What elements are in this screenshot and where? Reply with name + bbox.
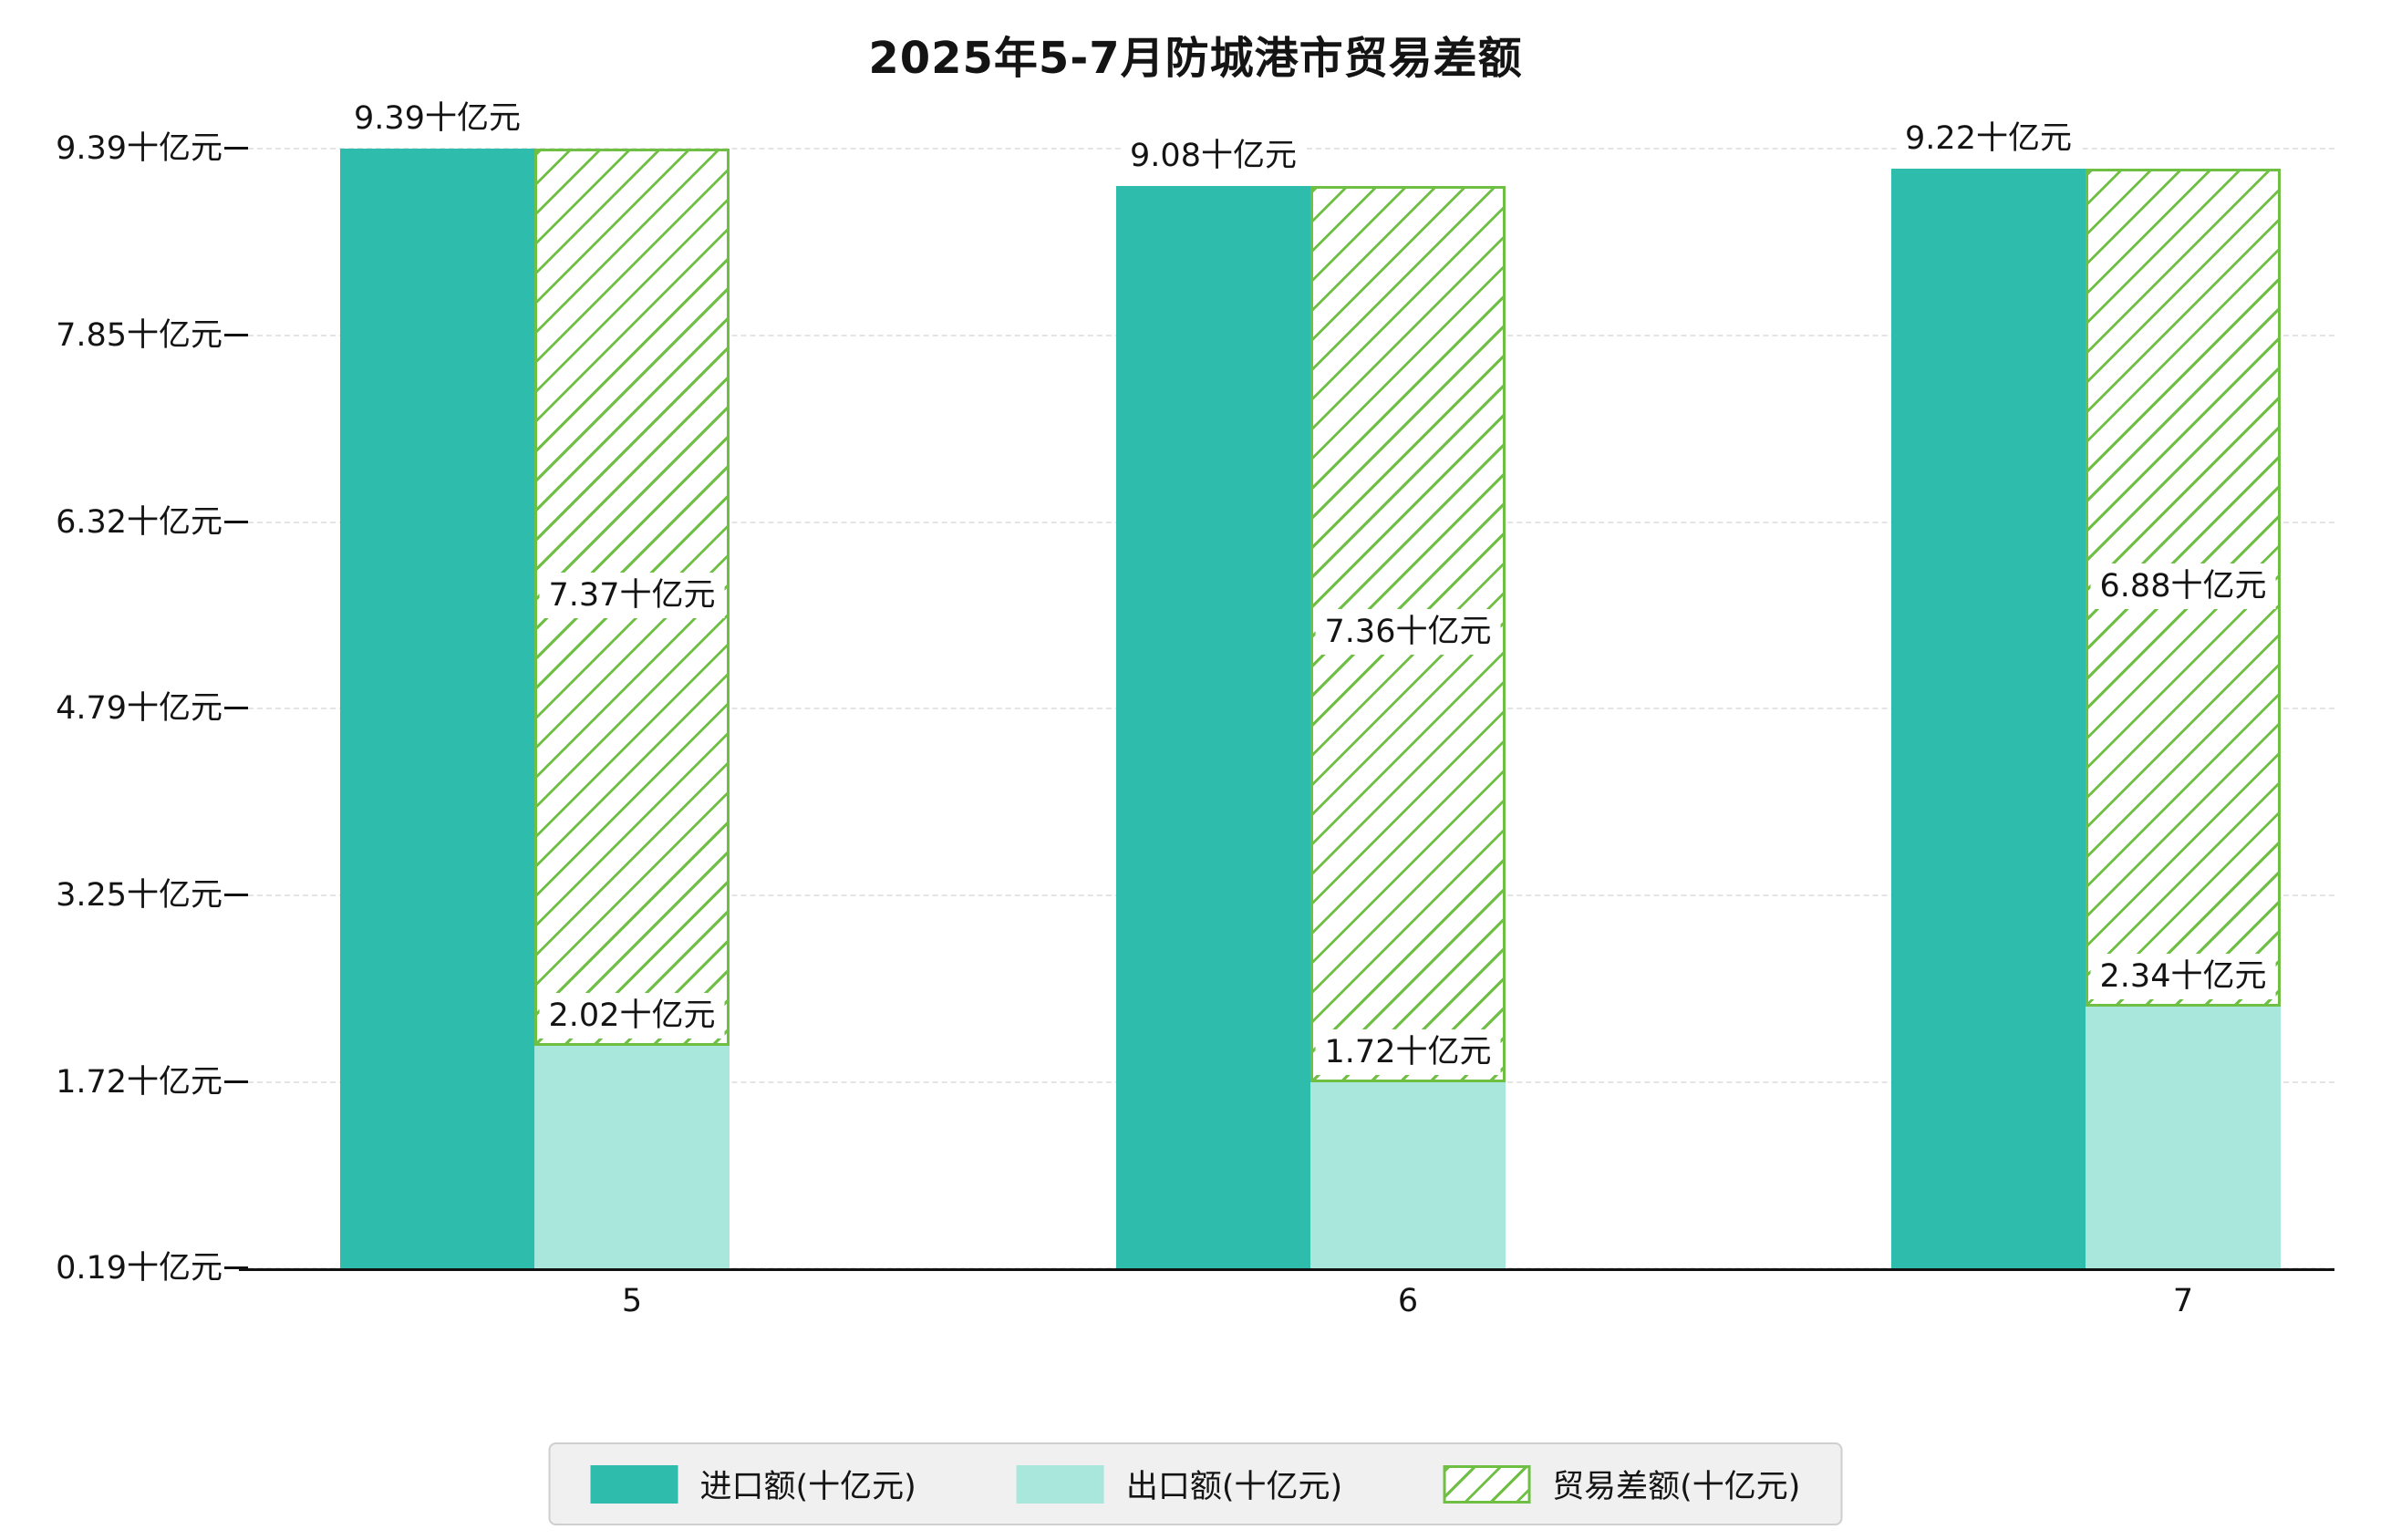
import-bar — [340, 148, 534, 1268]
x-tick-label: 5 — [621, 1283, 643, 1319]
x-tick-label: 6 — [1397, 1283, 1419, 1319]
y-tick-mark — [224, 894, 248, 897]
import-bar — [1116, 186, 1310, 1268]
x-tick-label: 7 — [2172, 1283, 2194, 1319]
export-bar — [1310, 1081, 1506, 1268]
trade-diff-value-label: 7.36十亿元 — [1315, 609, 1501, 656]
legend-item-export: 出口额(十亿元) — [1016, 1461, 1343, 1507]
legend-item-import: 进口额(十亿元) — [590, 1461, 916, 1507]
export-value-label: 1.72十亿元 — [1315, 1028, 1501, 1075]
legend-item-trade_diff: 贸易差额(十亿元) — [1443, 1461, 1800, 1507]
y-tick-mark — [224, 334, 248, 337]
y-tick-mark — [224, 520, 248, 523]
trade-diff-value-label: 7.37十亿元 — [539, 572, 725, 618]
import-value-label: 9.08十亿元 — [1121, 133, 1306, 180]
legend-label-import: 进口额(十亿元) — [699, 1469, 916, 1505]
export-value-label: 2.02十亿元 — [539, 992, 725, 1039]
x-axis-line — [239, 1268, 2334, 1271]
y-tick-label: 0.19十亿元 — [56, 1250, 223, 1287]
trade-diff-value-label: 6.88十亿元 — [2090, 563, 2276, 609]
import-bar — [1891, 169, 2086, 1268]
export-bar — [534, 1045, 730, 1268]
y-tick-label: 3.25十亿元 — [56, 877, 223, 915]
y-tick-label: 1.72十亿元 — [56, 1063, 223, 1101]
y-tick-mark — [224, 146, 248, 150]
y-tick-label: 9.39十亿元 — [56, 129, 223, 167]
legend-swatch-export — [1016, 1464, 1104, 1504]
import-value-label: 9.22十亿元 — [1896, 116, 2081, 162]
y-tick-mark — [224, 1266, 248, 1269]
legend-swatch-import — [590, 1464, 678, 1504]
import-value-label: 9.39十亿元 — [345, 95, 530, 141]
y-tick-mark — [224, 1080, 248, 1083]
y-tick-label: 6.32十亿元 — [56, 503, 223, 541]
legend-swatch-trade_diff — [1443, 1464, 1531, 1504]
legend-label-trade_diff: 贸易差额(十亿元) — [1552, 1469, 1801, 1505]
chart-title: 2025年5-7月防城港市贸易差额 — [868, 33, 1523, 84]
y-tick-label: 7.85十亿元 — [56, 317, 223, 355]
export-bar — [2086, 1006, 2281, 1268]
legend-label-export: 出口额(十亿元) — [1125, 1469, 1343, 1505]
y-tick-mark — [224, 706, 248, 709]
export-value-label: 2.34十亿元 — [2090, 953, 2276, 999]
y-tick-label: 4.79十亿元 — [56, 689, 223, 727]
legend: 进口额(十亿元) 出口额(十亿元) 贸易差额(十亿元) — [548, 1442, 1843, 1525]
